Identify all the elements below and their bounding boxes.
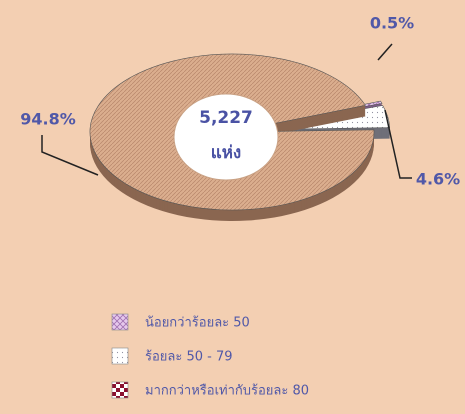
legend-label: มากกว่าหรือเท่ากับร้อยละ 80 (145, 383, 309, 399)
legend-swatch (111, 381, 129, 399)
legend-swatch (111, 347, 129, 365)
leader-line (377, 43, 393, 61)
center-total: 5,227 (199, 108, 253, 128)
data-label: 0.5% (370, 14, 414, 33)
legend-label: น้อยกว่าร้อยละ 50 (145, 316, 250, 331)
data-label: 4.6% (416, 170, 460, 189)
legend: น้อยกว่าร้อยละ 50 ร้อยละ 50 - 79 มากกว่าหร… (111, 313, 309, 399)
center-hole (173, 93, 279, 181)
center-unit: แห่ง (211, 143, 241, 163)
leader-line (41, 135, 99, 176)
legend-label: ร้อยละ 50 - 79 (145, 350, 233, 365)
legend-swatch (111, 313, 129, 331)
leader-line (384, 109, 412, 179)
data-label: 94.8% (20, 110, 76, 129)
